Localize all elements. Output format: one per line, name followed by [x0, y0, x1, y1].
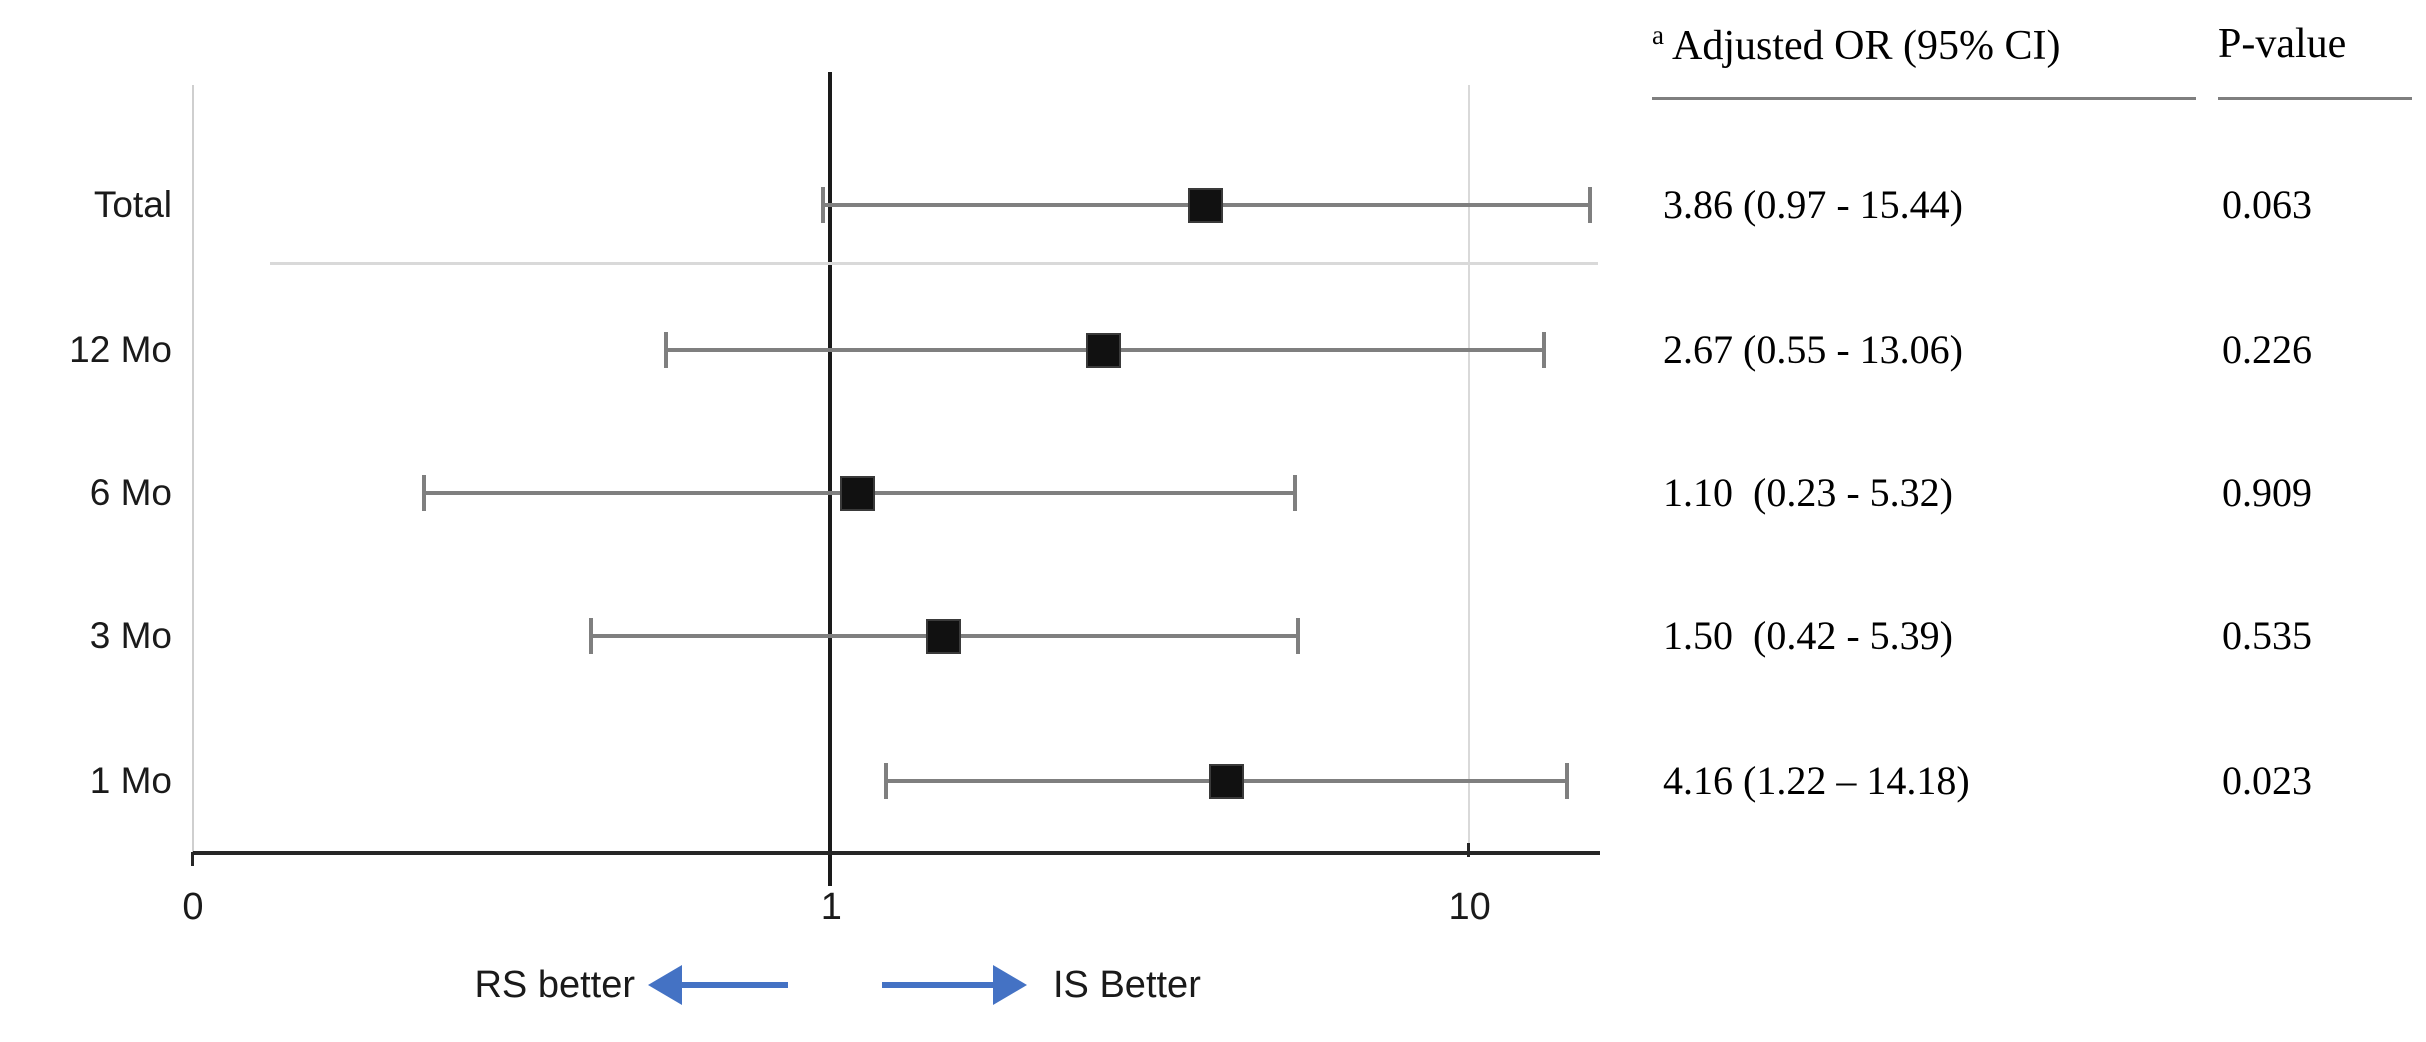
or-point-marker	[1188, 187, 1224, 223]
plot-left-edge-gridline	[192, 85, 194, 852]
right-arrow-shaft	[882, 982, 995, 988]
or-ci-value: 1.50 (0.42 - 5.39)	[1663, 613, 1953, 658]
or-point-marker	[1086, 332, 1122, 368]
or-ci-value: 3.86 (0.97 - 15.44)	[1663, 182, 1963, 227]
ci-cap-high	[1292, 475, 1297, 511]
category-label-total: Total	[93, 184, 172, 225]
or-point-marker	[840, 475, 876, 511]
ci-cap-low	[884, 763, 889, 799]
is-better-label: IS Better	[1053, 964, 1201, 1006]
or-ci-value: 4.16 (1.22 – 14.18)	[1663, 758, 1970, 803]
or-column-header: a Adjusted OR (95% CI)	[1652, 20, 2060, 70]
ci-cap-low	[663, 332, 668, 368]
gridline-x10	[1468, 85, 1470, 852]
p-value-column-header: P-value	[2218, 21, 2347, 67]
p-value: 0.063	[2222, 182, 2312, 227]
p-value: 0.023	[2222, 758, 2312, 803]
left-arrow-icon	[648, 965, 682, 1005]
ci-cap-low	[421, 475, 426, 511]
p-value: 0.535	[2222, 613, 2312, 658]
or-header-text: Adjusted OR (95% CI)	[1671, 23, 2061, 69]
or-ci-value: 1.10 (0.23 - 5.32)	[1663, 470, 1953, 515]
ci-cap-high	[1541, 332, 1546, 368]
p-value: 0.909	[2222, 470, 2312, 515]
or-point-marker	[926, 618, 962, 654]
category-label-6-mo: 6 Mo	[89, 472, 172, 513]
category-label-12-mo: 12 Mo	[69, 329, 172, 370]
ci-cap-high	[1296, 618, 1301, 654]
p-value: 0.226	[2222, 327, 2312, 372]
p-header-underline	[2218, 97, 2412, 100]
x-axis-tick-0	[191, 852, 194, 866]
total-subgroup-separator-line	[270, 262, 1598, 265]
category-label-1-mo: 1 Mo	[89, 760, 172, 801]
x-tick-label-10: 10	[1448, 886, 1491, 928]
x-tick-label-0: 0	[182, 886, 204, 928]
reference-line-x1	[828, 72, 832, 886]
rs-better-label: RS better	[474, 964, 635, 1006]
left-arrow-shaft	[678, 982, 788, 988]
ci-cap-high	[1564, 763, 1569, 799]
or-point-marker	[1209, 763, 1245, 799]
ci-cap-low	[588, 618, 593, 654]
x-axis-tick-10	[1467, 843, 1470, 857]
or-header-underline	[1652, 97, 2196, 100]
x-tick-label-1: 1	[820, 886, 842, 928]
x-axis-line	[193, 851, 1600, 855]
right-arrow-icon	[993, 965, 1027, 1005]
ci-cap-low	[820, 187, 825, 223]
or-header-footnote-marker: a	[1652, 20, 1664, 50]
ci-cap-high	[1588, 187, 1593, 223]
or-ci-value: 2.67 (0.55 - 13.06)	[1663, 327, 1963, 372]
category-label-3-mo: 3 Mo	[89, 615, 172, 656]
